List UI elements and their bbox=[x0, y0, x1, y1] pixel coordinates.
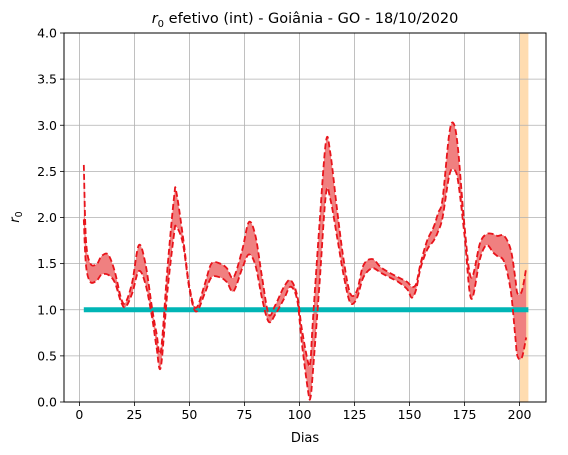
x-tick-label: 0 bbox=[75, 407, 83, 422]
y-axis-label: r0 bbox=[8, 211, 25, 222]
y-tick-label: 3.5 bbox=[37, 72, 57, 87]
upper-bound-line bbox=[82, 121, 528, 368]
x-tick-label: 75 bbox=[237, 407, 253, 422]
y-tick-label: 0.5 bbox=[37, 348, 57, 363]
y-tick-label: 3.0 bbox=[37, 118, 57, 133]
y-tick-label: 1.0 bbox=[37, 302, 57, 317]
x-tick-label: 25 bbox=[126, 407, 142, 422]
ticks: 0 25 50 75 100 125 150 175 200 0.0 0.5 1.0 1.5 2.0 2.5… bbox=[37, 26, 531, 423]
x-tick-label: 125 bbox=[343, 407, 367, 422]
y-tick-label: 0.0 bbox=[37, 395, 57, 410]
chart-title: r0 efetivo (int) - Goiânia - GO - 18/10/… bbox=[152, 11, 459, 30]
plot-area bbox=[82, 121, 529, 401]
x-tick-label: 175 bbox=[453, 407, 477, 422]
y-tick-label: 2.5 bbox=[37, 164, 57, 179]
x-tick-label: 100 bbox=[288, 407, 312, 422]
y-tick-label: 2.0 bbox=[37, 210, 57, 225]
x-axis-label: Dias bbox=[291, 431, 320, 446]
x-tick-label: 50 bbox=[181, 407, 197, 422]
y-tick-label: 1.5 bbox=[37, 256, 57, 271]
x-tick-label: 200 bbox=[508, 407, 532, 422]
x-tick-label: 150 bbox=[398, 407, 422, 422]
lower-bound-line bbox=[82, 168, 528, 401]
y-tick-label: 4.0 bbox=[37, 26, 57, 41]
